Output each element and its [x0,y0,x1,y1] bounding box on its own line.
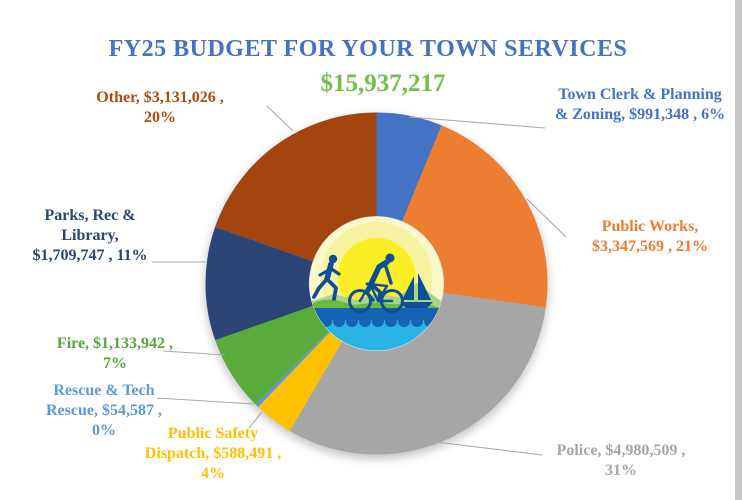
label-line: 20% [144,109,176,126]
label-line: Fire, $1,133,942 , [56,335,174,352]
label-line: 0% [92,422,116,439]
label-line: Public Works, [601,218,699,235]
label-dispatch: Public Safety Dispatch, $588,491 , 4% [124,424,302,484]
pie-slice-other [215,112,377,262]
label-rescue: Rescue & Tech Rescue, $54,587 , 0% [12,381,196,441]
label-line: Parks, Rec & [44,207,136,224]
leader-police [435,441,543,456]
label-town-clerk: Town Clerk & Planning & Zoning, $991,348… [538,85,742,125]
label-line: Rescue & Tech [53,382,155,399]
pie-slice-dispatch [258,332,343,431]
window-edge-strip [735,0,742,500]
label-line: $1,709,747 , 11% [32,247,148,264]
pie-slice-parks [205,227,313,341]
runner-icon [312,254,341,301]
pie [205,112,548,455]
label-line: Town Clerk & Planning [558,86,722,103]
label-line: Dispatch, $588,491 , [144,445,282,462]
label-other: Other, $3,131,026 , 20% [40,88,280,128]
label-line: Police, $4,980,509 , [556,442,686,459]
label-line: 7% [103,355,127,372]
pie-slice-fire [215,305,329,405]
cyclist-icon [348,253,404,313]
pie-slice-rescue [255,331,330,407]
label-line: Library, [61,227,119,244]
leader-town-clerk [408,116,546,129]
town-logo [309,216,444,351]
chart-total: $15,937,217 [320,70,446,97]
label-fire: Fire, $1,133,942 , 7% [28,334,202,374]
leader-fire [162,350,226,356]
leader-other [266,105,294,132]
pie-slice-town_clerk [376,112,442,222]
leader-dispatch [248,411,263,429]
leader-rescue [156,397,255,405]
pie-slice-public_works [402,125,548,308]
water-waves [309,308,444,327]
pie-slice-police [289,292,546,455]
label-line: 4% [201,465,225,482]
label-line: & Zoning, $991,348 , 6% [554,106,726,123]
label-parks: Parks, Rec & Library, $1,709,747 , 11% [8,206,172,266]
label-line: 31% [605,462,637,479]
chart-title: FY25 BUDGET FOR YOUR TOWN SERVICES [108,36,628,62]
label-line: Rescue, $54,587 , [46,402,162,419]
label-public-works: Public Works, $3,347,569 , 21% [566,217,734,257]
label-line: Public Safety [167,425,259,442]
label-line: $3,347,569 , 21% [592,238,708,255]
leader-public-works [526,198,567,238]
label-line: Other, $3,131,026 , [96,89,224,106]
sailboat-icon [400,273,433,308]
label-police: Police, $4,980,509 , 31% [533,441,709,481]
leader-lines [152,105,567,456]
